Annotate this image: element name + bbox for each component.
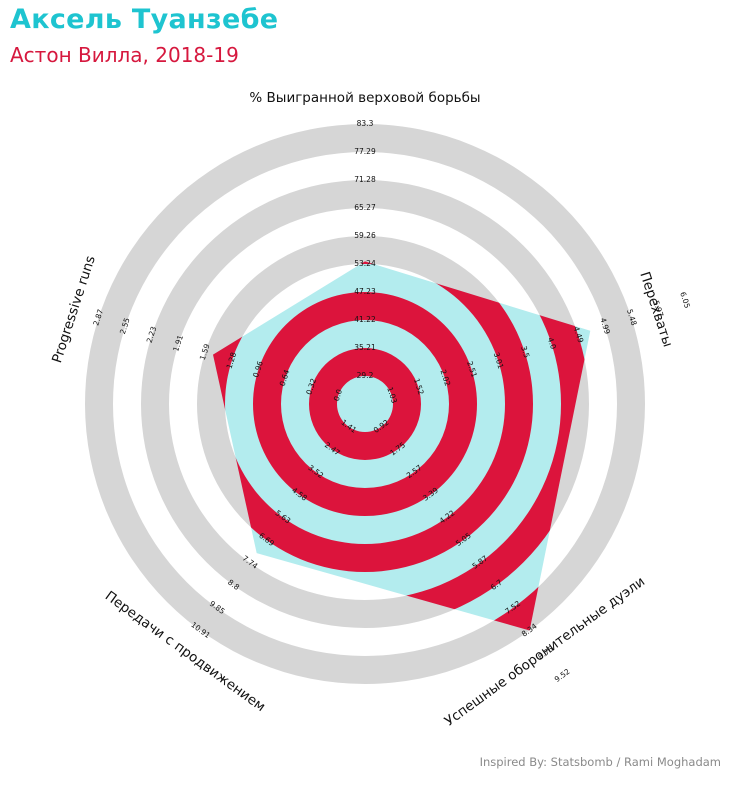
tick-label: 35.21 — [354, 343, 376, 352]
axis-label: % Выигранной верховой борьбы — [249, 90, 480, 106]
tick-label: 0.0 — [332, 388, 344, 402]
polygon-ring-layer — [213, 261, 591, 631]
tick-label: 83.3 — [357, 119, 374, 128]
tick-label: 47.23 — [354, 287, 376, 296]
tick-label: 9.52 — [553, 667, 572, 684]
tick-label: 65.27 — [354, 203, 376, 212]
tick-label: 41.22 — [354, 315, 376, 324]
tick-label: 3.5 — [519, 345, 531, 359]
polygon-ring — [309, 348, 421, 460]
tick-label: 77.29 — [354, 147, 376, 156]
tick-label: 29.2 — [357, 371, 374, 380]
chart-title: Аксель Туанзебе — [10, 4, 279, 35]
credit-text: Inspired By: Statsbomb / Rami Moghadam — [479, 755, 721, 769]
chart-subtitle: Астон Вилла, 2018-19 — [10, 43, 239, 67]
axis-label: Перехваты — [636, 270, 675, 349]
tick-label: 4.0 — [546, 336, 558, 350]
tick-label: 71.28 — [354, 175, 376, 184]
tick-label: 53.24 — [354, 259, 376, 268]
tick-label: 6.05 — [678, 291, 692, 310]
tick-label: 59.26 — [354, 231, 376, 240]
